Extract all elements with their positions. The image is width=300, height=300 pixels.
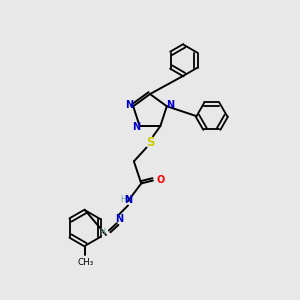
Text: N: N xyxy=(132,122,140,132)
Text: N: N xyxy=(115,214,123,224)
Text: CH₃: CH₃ xyxy=(77,258,93,267)
Text: O: O xyxy=(156,176,164,185)
Text: N: N xyxy=(167,100,175,110)
Text: H: H xyxy=(99,227,105,236)
Text: N: N xyxy=(125,100,134,110)
Text: S: S xyxy=(146,136,154,149)
Text: H: H xyxy=(120,195,126,204)
Text: N: N xyxy=(124,195,132,205)
